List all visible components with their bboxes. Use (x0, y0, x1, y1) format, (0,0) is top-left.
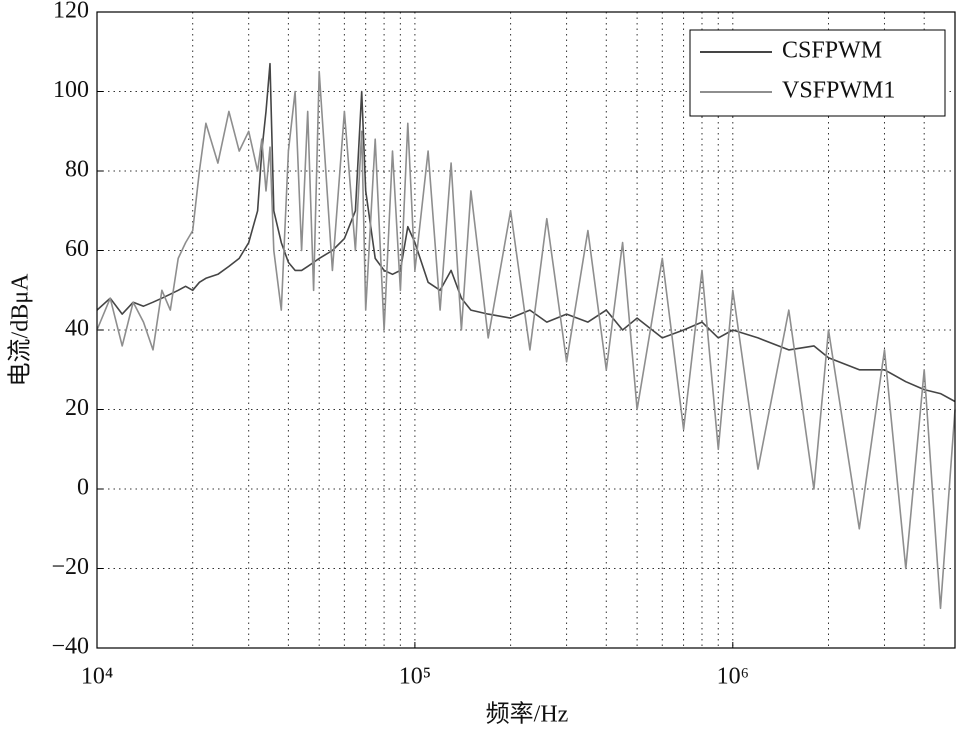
y-tick-label: 100 (53, 77, 89, 103)
x-tick-label: 10⁴ (81, 664, 113, 690)
legend-box (689, 29, 946, 117)
plot-frame (96, 11, 956, 649)
y-tick-label: 80 (65, 157, 89, 183)
x-axis-label: 频率/Hz (486, 701, 569, 728)
x-tick-label: 10⁵ (399, 664, 431, 690)
y-tick-label: 40 (65, 316, 89, 342)
y-tick-label: 60 (65, 236, 89, 262)
legend: CSFPWM VSFPWM1 (689, 29, 946, 117)
series-line (96, 62, 956, 403)
y-axis-label: 电流/dBμA (7, 273, 34, 387)
y-tick-label: 0 (77, 475, 89, 501)
series-line (96, 70, 956, 610)
legend-label: VSFPWM1 (782, 78, 895, 104)
legend-label: CSFPWM (782, 38, 882, 64)
y-tick-label: 20 (65, 395, 89, 421)
y-tick-label: −40 (51, 634, 89, 660)
y-tick-label: −20 (51, 554, 89, 580)
x-tick-label: 10⁶ (717, 664, 749, 690)
y-tick-label: 120 (53, 0, 89, 24)
